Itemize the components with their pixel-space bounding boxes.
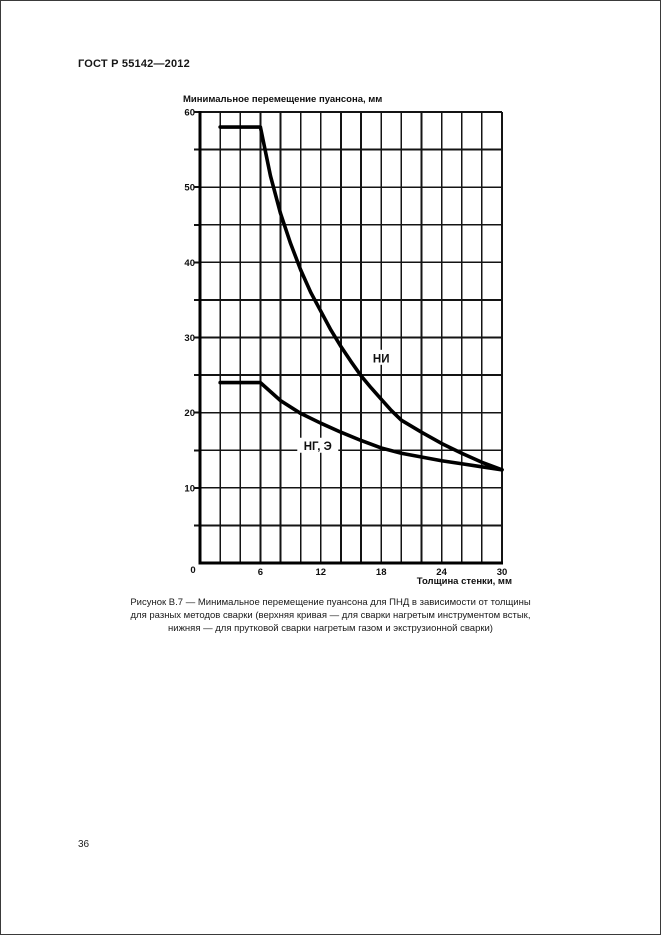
figure-b7: 10 20 30 40 50 60 6 12 18 24 30 0 Минимальное переме… [170, 88, 522, 600]
svg-text:50: 50 [184, 183, 195, 194]
figure-caption-line-2: для разных методов сварки (верхняя крива… [130, 610, 531, 621]
svg-text:18: 18 [376, 567, 387, 578]
figure-b7-chart: 10 20 30 40 50 60 6 12 18 24 30 0 Минимальное переме… [183, 94, 512, 587]
svg-text:10: 10 [184, 483, 195, 494]
svg-text:Толщина стенки, мм: Толщина стенки, мм [417, 576, 512, 587]
svg-text:30: 30 [497, 567, 508, 578]
svg-text:30: 30 [184, 333, 195, 344]
figure-caption: Рисунок В.7 — Минимальное перемещение пу… [0, 596, 661, 635]
svg-text:20: 20 [184, 408, 195, 419]
page-number: 36 [78, 839, 90, 850]
svg-text:Минимальное перемещение пуансо: Минимальное перемещение пуансона, мм [183, 94, 382, 105]
document-header: ГОСТ Р 55142—2012 [78, 58, 190, 70]
svg-text:НГ, Э: НГ, Э [304, 441, 332, 453]
svg-text:60: 60 [184, 108, 195, 119]
svg-text:0: 0 [190, 565, 195, 576]
figure-caption-line-1: Рисунок В.7 — Минимальное перемещение пу… [130, 597, 531, 608]
svg-text:НИ: НИ [373, 353, 390, 365]
svg-text:6: 6 [258, 567, 263, 578]
svg-text:24: 24 [436, 567, 447, 578]
svg-text:12: 12 [316, 567, 327, 578]
svg-text:40: 40 [184, 258, 195, 269]
figure-caption-line-3: нижняя — для прутковой сварки нагретым г… [168, 623, 493, 634]
